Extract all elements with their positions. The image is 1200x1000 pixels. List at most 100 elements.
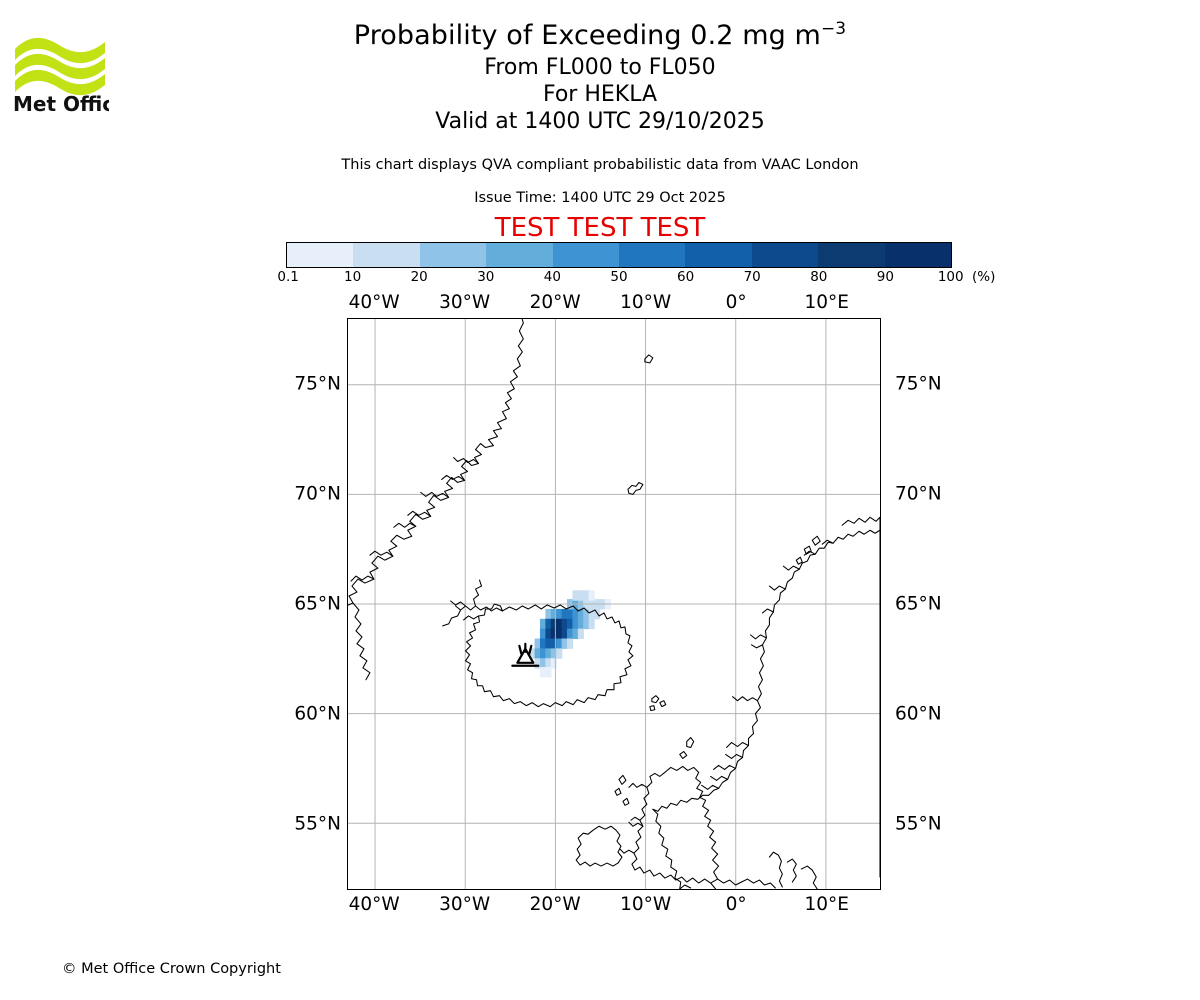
plume-cell	[556, 638, 563, 649]
plume-cell	[545, 658, 552, 669]
colorbar-band-7	[751, 243, 819, 267]
plume-cell	[572, 608, 579, 620]
lat-tick-label-left: 65°N	[294, 593, 341, 615]
plume-cell	[539, 638, 547, 649]
colorbar-band-4	[552, 243, 620, 267]
colorbar-tick-labels: 0.1 10 20 30 40 50 60 70 80 90 100	[277, 269, 963, 287]
colorbar-tick-60: 60	[677, 269, 695, 285]
plume-cell	[534, 638, 541, 649]
plume-cell	[567, 618, 574, 630]
lat-tick-label-right: 70°N	[895, 483, 942, 505]
plume-cell	[572, 618, 579, 630]
plume-cell	[529, 648, 536, 659]
title-flight-levels: From FL000 to FL050	[484, 55, 716, 80]
plume-cell	[550, 658, 557, 669]
plume-cell	[539, 658, 547, 669]
volcano-marker-hekla	[511, 642, 540, 667]
lon-tick-label: 0°	[725, 894, 747, 915]
colorbar-band-2	[419, 243, 487, 267]
lon-tick-label: 30°W	[439, 894, 491, 915]
logo-waves	[15, 37, 105, 96]
lon-tick-label: 20°W	[529, 292, 581, 313]
copyright-notice: © Met Office Crown Copyright	[62, 961, 281, 977]
colorbar-band-3	[486, 243, 553, 267]
plume-cell	[561, 608, 568, 620]
plume-cell	[556, 608, 563, 620]
plume-cell	[545, 667, 552, 678]
chart-title-block: Probability of Exceeding 0.2 mg m−3 From…	[0, 19, 1200, 138]
colorbar-band-9	[884, 243, 952, 267]
plume-cell	[588, 608, 595, 620]
colorbar	[286, 242, 952, 268]
colorbar-band-5	[619, 243, 686, 267]
colorbar-tick-30: 30	[477, 269, 495, 285]
plume-cell	[583, 608, 590, 620]
title-exponent: −3	[820, 19, 847, 39]
lat-tick-label-left: 60°N	[294, 703, 341, 725]
plume-cell	[545, 638, 552, 649]
plume-cell	[550, 628, 557, 640]
plume-cell	[539, 667, 547, 678]
lat-tick-label-left: 55°N	[294, 813, 341, 835]
colorbar-band-1	[353, 243, 420, 267]
colorbar-tick-100: 100	[937, 269, 964, 285]
lon-tick-label: 20°W	[529, 894, 581, 915]
issue-time-label: Issue Time: 1400 UTC 29 Oct 2025	[474, 190, 726, 206]
colorbar-bands	[286, 242, 952, 268]
plume-cell	[550, 608, 557, 620]
plume-cell	[550, 638, 557, 649]
plume-cell	[567, 638, 574, 649]
plume-cell	[545, 618, 552, 630]
plume-cell	[567, 608, 574, 620]
colorbar-band-6	[685, 243, 752, 267]
lon-tick-label: 30°W	[439, 292, 491, 313]
colorbar-tick-90: 90	[876, 269, 894, 285]
colorbar-band-0	[287, 243, 354, 267]
lon-tick-label: 40°W	[348, 894, 400, 915]
logo-wordmark: Met Office	[13, 92, 109, 115]
map-gridlines	[348, 319, 880, 889]
lat-tick-label-right: 60°N	[895, 703, 942, 725]
lat-tick-label-left: 75°N	[294, 373, 341, 395]
plume-cell	[594, 608, 601, 620]
plume-cell	[534, 658, 541, 669]
plume-cell	[545, 608, 552, 620]
plume-cell	[577, 618, 584, 630]
map-plot-area	[347, 318, 881, 890]
colorbar-tick-80: 80	[810, 269, 828, 285]
latitude-axis-right: 55°N 60°N 65°N 70°N 75°N	[888, 318, 972, 890]
plume-cell	[577, 628, 584, 640]
lat-tick-label-left: 70°N	[294, 483, 341, 505]
plume-cell	[545, 628, 552, 640]
longitude-axis-top: 40°W 30°W 20°W 10°W 0° 10°E	[347, 292, 881, 316]
plume-cell	[539, 648, 547, 659]
longitude-axis-bottom: 40°W 30°W 20°W 10°W 0° 10°E	[347, 894, 881, 918]
colorbar-tick-50: 50	[610, 269, 628, 285]
plume-cell	[577, 590, 584, 601]
colorbar-tick-40: 40	[543, 269, 561, 285]
plume-cell	[539, 618, 547, 630]
plume-cell	[561, 638, 568, 649]
plume-cell	[583, 618, 590, 630]
lon-tick-label: 0°	[725, 292, 747, 313]
plume-cell	[577, 608, 584, 620]
plume-cell	[583, 590, 590, 601]
plume-cell	[588, 590, 595, 601]
colorbar-tick-70: 70	[743, 269, 761, 285]
plume-cell	[556, 618, 563, 630]
test-banner: TEST TEST TEST	[494, 213, 706, 243]
colorbar-band-8	[818, 243, 885, 267]
title-main-text: Probability of Exceeding 0.2 mg m	[353, 20, 821, 51]
page-title: Probability of Exceeding 0.2 mg m−3	[0, 19, 1200, 51]
plume-cell	[572, 628, 579, 640]
title-valid-time: Valid at 1400 UTC 29/10/2025	[435, 109, 765, 134]
qva-note: This chart displays QVA compliant probab…	[341, 157, 859, 173]
plume-cell	[556, 628, 563, 640]
lon-tick-label: 10°E	[804, 894, 849, 915]
lon-tick-label: 10°W	[620, 894, 672, 915]
plume-cell	[567, 628, 574, 640]
colorbar-tick-0.1: 0.1	[277, 269, 299, 285]
latitude-axis-left: 55°N 60°N 65°N 70°N 75°N	[257, 318, 341, 890]
plume-cell	[550, 648, 557, 659]
lat-tick-label-right: 75°N	[895, 373, 942, 395]
